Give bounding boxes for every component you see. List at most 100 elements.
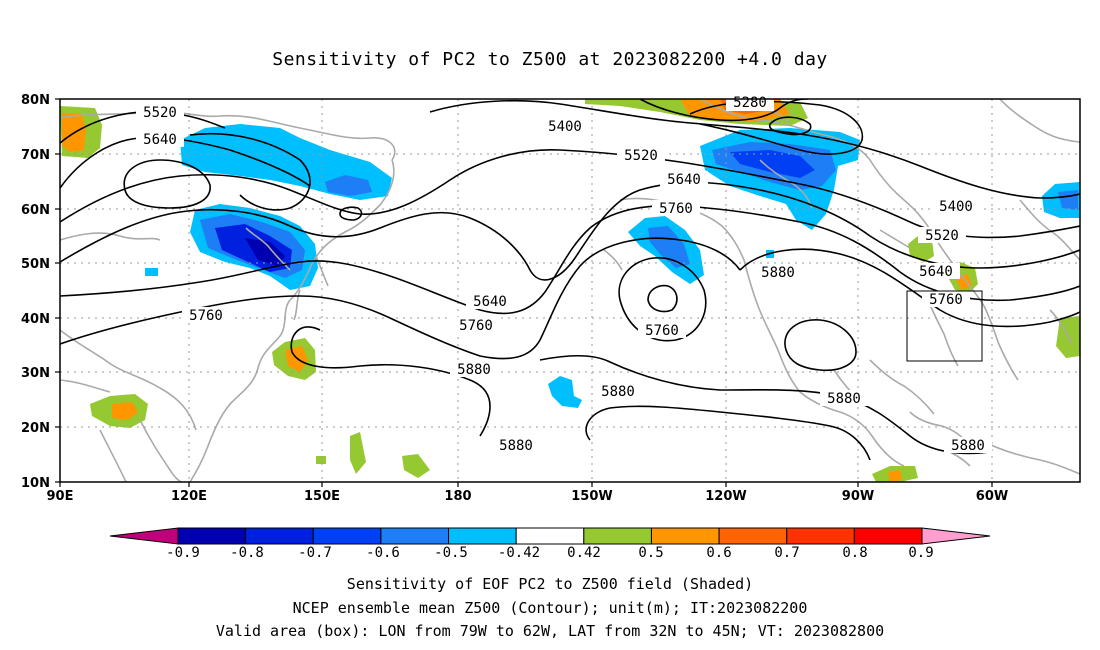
lat-label: 70N bbox=[21, 148, 50, 163]
contour-label: 5880 bbox=[601, 384, 635, 400]
contour-label: 5640 bbox=[667, 172, 701, 188]
colorbar-label: 0.8 bbox=[842, 545, 868, 561]
colorbar-label: 0.5 bbox=[638, 545, 664, 561]
lon-label: 150E bbox=[304, 489, 340, 504]
contour-5880-main bbox=[60, 237, 741, 360]
contour-label: 5400 bbox=[548, 119, 582, 135]
lat-label: 30N bbox=[21, 366, 50, 381]
colorbar-label: -0.7 bbox=[298, 545, 332, 561]
contour-label: 5880 bbox=[457, 362, 491, 378]
contour-label: 5760 bbox=[189, 308, 223, 324]
colorbar-segment bbox=[786, 527, 855, 545]
contour-low-siberia bbox=[123, 159, 211, 209]
contour-label: 5520 bbox=[143, 105, 177, 121]
lat-label: 80N bbox=[21, 93, 50, 108]
colorbar-segment bbox=[245, 527, 314, 545]
lon-label: 120W bbox=[705, 489, 746, 504]
contour-5280-ring bbox=[768, 116, 812, 136]
contour-label: 5760 bbox=[929, 292, 963, 308]
lon-label: 90E bbox=[47, 489, 74, 504]
lon-labels: 90E 120E 150E 180 150W 120W 90W 60W bbox=[47, 489, 1009, 504]
negative-deep-japan bbox=[245, 238, 285, 266]
colorbar-label: -0.5 bbox=[434, 545, 468, 561]
footer-line-3: Valid area (box): LON from 79W to 62W, L… bbox=[215, 622, 885, 640]
contour-5760-main bbox=[60, 204, 1080, 315]
map-frame bbox=[59, 98, 1081, 483]
colorbar-segment bbox=[515, 527, 585, 545]
contour-5640-main bbox=[60, 181, 1080, 281]
contour-5280-arctic bbox=[639, 99, 809, 122]
negative-region-subtropic bbox=[548, 376, 582, 408]
contour-label: 5880 bbox=[951, 438, 985, 454]
lat-label: 20N bbox=[21, 421, 50, 436]
contour-label: 5760 bbox=[459, 318, 493, 334]
colorbar-segment bbox=[583, 527, 652, 545]
colorbar-segment bbox=[650, 527, 720, 545]
negative-speck-1 bbox=[145, 268, 158, 276]
lon-label: 150W bbox=[571, 489, 612, 504]
colorbar-label: -0.8 bbox=[230, 545, 264, 561]
colorbar-segment bbox=[718, 527, 788, 545]
footer-line-2: NCEP ensemble mean Z500 (Contour); unit(… bbox=[292, 599, 808, 617]
contour-label: 5520 bbox=[925, 228, 959, 244]
contour-label: 5760 bbox=[659, 201, 693, 217]
colorbar-label: -0.6 bbox=[366, 545, 400, 561]
colorbar-segment bbox=[448, 527, 517, 545]
contour-5880-sub bbox=[539, 354, 991, 455]
contour-label: 5760 bbox=[645, 323, 679, 339]
chart-title: Sensitivity of PC2 to Z500 at 2023082200… bbox=[272, 49, 828, 70]
colorbar-label: -0.42 bbox=[497, 545, 541, 561]
contour-label: 5640 bbox=[473, 294, 507, 310]
lat-label: 10N bbox=[21, 476, 50, 491]
lon-label: 60W bbox=[976, 489, 1008, 504]
colorbar-label: -0.9 bbox=[166, 545, 200, 561]
contour-label: 5520 bbox=[624, 148, 658, 164]
contour-5760-east bbox=[739, 248, 1080, 328]
contour-5520-ring bbox=[189, 132, 311, 211]
contour-label: 5880 bbox=[761, 265, 795, 281]
colorbar-segment bbox=[312, 527, 382, 545]
contour-label: 5640 bbox=[143, 132, 177, 148]
positive-speck-1 bbox=[316, 456, 326, 464]
colorbar-label: 0.42 bbox=[567, 545, 601, 561]
contour-label: 5400 bbox=[939, 199, 973, 215]
lon-label: 90W bbox=[842, 489, 874, 504]
footer-line-1: Sensitivity of EOF PC2 to Z500 field (Sh… bbox=[346, 575, 754, 593]
positive-core-pacific bbox=[285, 346, 308, 372]
positive-core-caribbean bbox=[888, 470, 902, 482]
contour-label: 5880 bbox=[499, 438, 533, 454]
axis-ticks bbox=[55, 98, 993, 487]
negative-core-siberia-north bbox=[325, 175, 372, 196]
contour-label: 5280 bbox=[733, 95, 767, 111]
colorbar-label: 0.7 bbox=[774, 545, 800, 561]
contour-labels: 5520 5640 5400 5520 5640 5760 5280 5400 … bbox=[143, 95, 985, 454]
contour-5880-lower bbox=[585, 405, 871, 461]
contour-5760-core bbox=[647, 284, 678, 313]
valid-area-box bbox=[906, 290, 983, 362]
lat-labels: 80N 70N 60N 50N 40N 30N 20N 10N bbox=[21, 93, 50, 491]
lat-label: 60N bbox=[21, 203, 50, 218]
colorbar-segment bbox=[177, 527, 247, 545]
contour-5880-ring bbox=[784, 319, 857, 372]
colorbar-arrow-high bbox=[921, 527, 991, 545]
colorbar bbox=[109, 527, 991, 545]
contour-label-bgs bbox=[136, 95, 992, 453]
colorbar-label: 0.6 bbox=[706, 545, 732, 561]
contour-label: 5880 bbox=[827, 391, 861, 407]
lon-label: 180 bbox=[444, 489, 471, 504]
contour-5400-north bbox=[429, 99, 1080, 199]
lat-label: 50N bbox=[21, 257, 50, 272]
colorbar-label: 0.9 bbox=[908, 545, 934, 561]
lon-label: 120E bbox=[171, 489, 207, 504]
colorbar-arrow-low bbox=[109, 527, 179, 545]
positive-speck-3 bbox=[402, 454, 430, 478]
lat-label: 40N bbox=[21, 312, 50, 327]
negative-core-gulf-alaska bbox=[648, 226, 690, 268]
negative-deep-canada bbox=[730, 150, 815, 178]
positive-speck-2 bbox=[350, 432, 366, 474]
colorbar-segment bbox=[380, 527, 450, 545]
positive-core-south bbox=[112, 402, 138, 420]
contour-5520-main bbox=[60, 148, 1080, 239]
contour-5880-south bbox=[290, 326, 491, 437]
